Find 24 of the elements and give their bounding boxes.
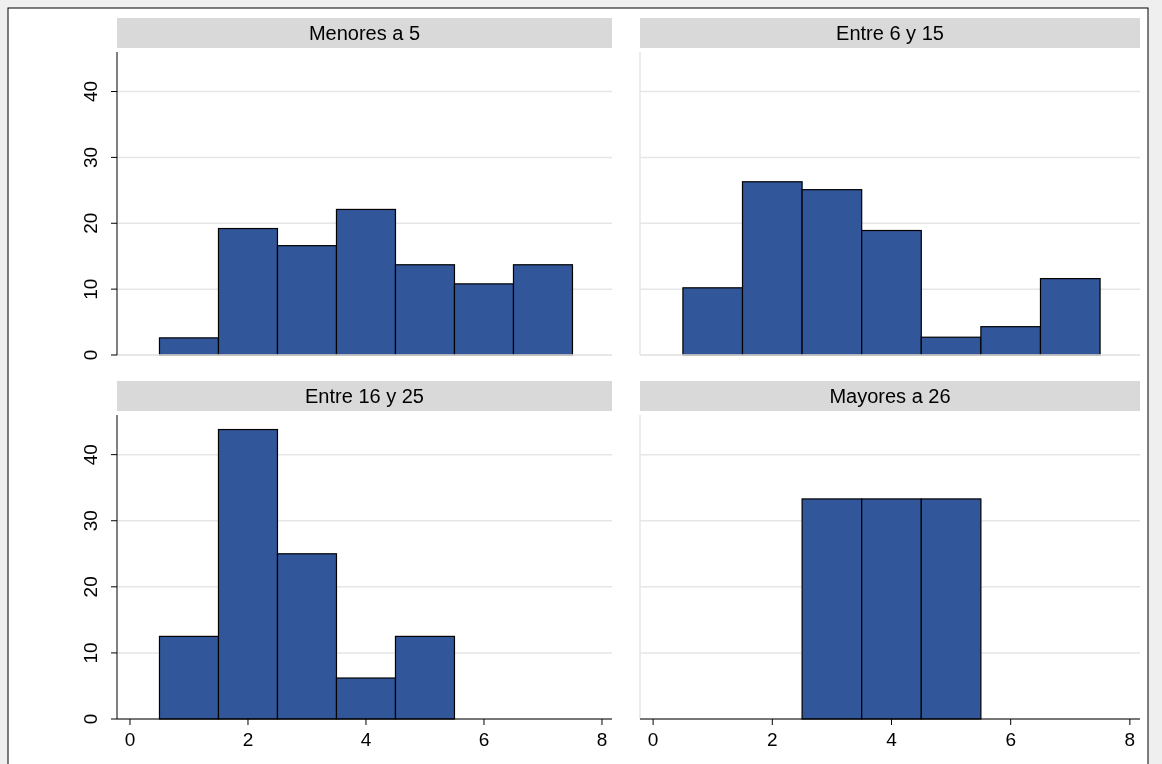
y-tick-label: 20: [80, 212, 101, 234]
x-tick-label: 0: [647, 729, 659, 750]
y-tick-label: 0: [80, 349, 101, 361]
y-tick-label: 20: [80, 576, 101, 598]
y-tick-label: 40: [80, 80, 101, 103]
x-tick-label: 0: [124, 729, 136, 750]
y-tick-label: 30: [80, 146, 101, 168]
chart-title: Menores a 5: [308, 22, 421, 44]
x-tick-label: 6: [1005, 729, 1016, 750]
y-tick-label: 10: [80, 642, 101, 664]
y-tick-label: 40: [80, 444, 101, 466]
x-tick-label: 2: [767, 729, 778, 750]
x-tick-label: 4: [360, 729, 372, 750]
x-tick-label: 6: [478, 729, 490, 750]
y-tick-label: 30: [80, 510, 101, 532]
y-tick-label: 10: [80, 278, 101, 300]
chart-title: Mayores a 26: [829, 385, 951, 407]
x-tick-label: 4: [886, 729, 898, 750]
x-tick-label: 8: [1124, 729, 1136, 750]
chart-title: Entre 16 y 25: [305, 385, 424, 407]
x-tick-label: 2: [242, 729, 254, 750]
x-tick-label: 8: [596, 729, 608, 750]
y-tick-label: 0: [80, 713, 101, 725]
chart-title: Entre 6 y 15: [836, 22, 944, 44]
